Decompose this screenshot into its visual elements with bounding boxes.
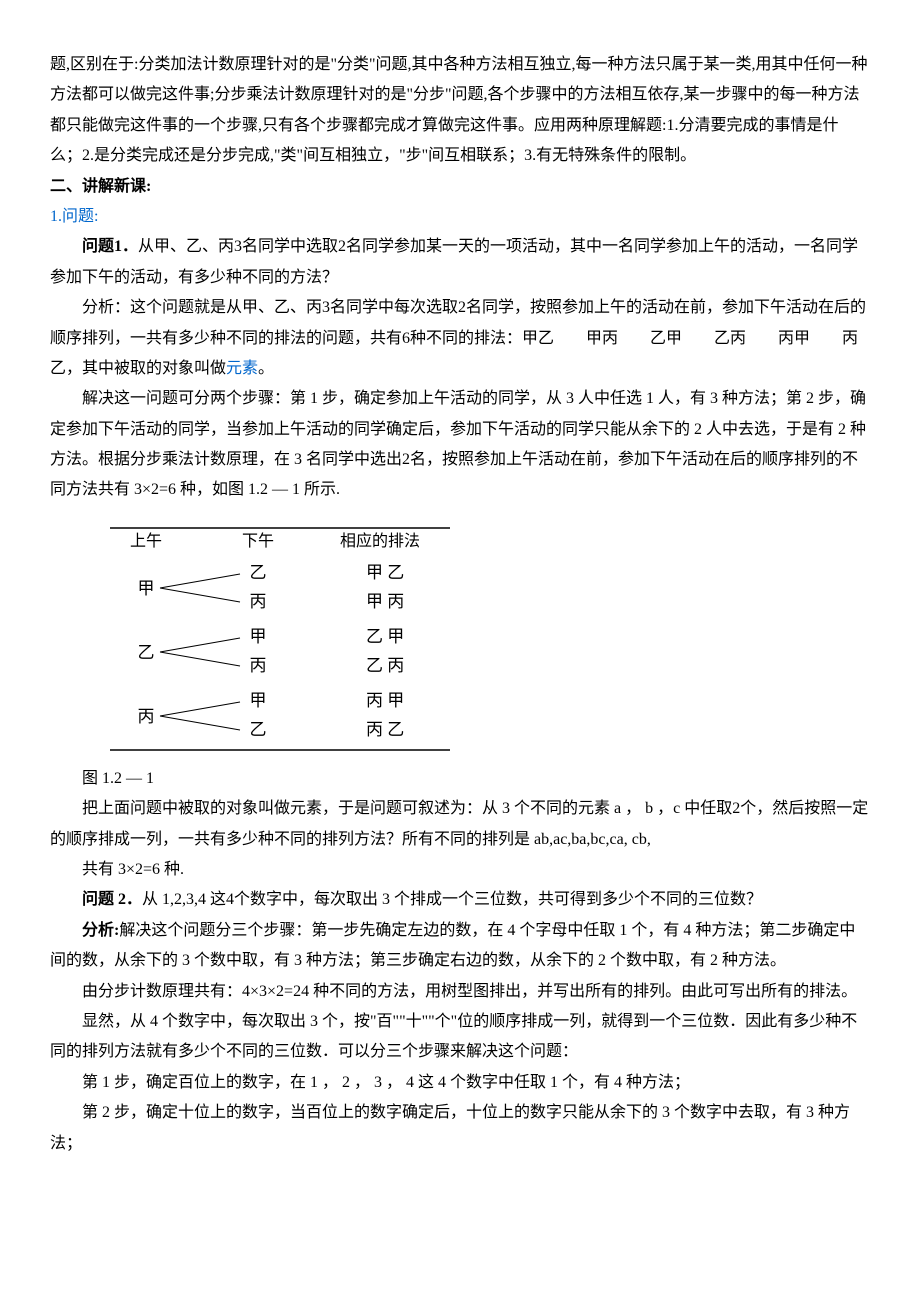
problem2-s1: 第 1 步，确定百位上的数字，在 1 ， 2 ， 3 ， 4 这 4 个数字中任… [50,1068,870,1098]
problem2-title: 问题 2． [82,891,142,908]
problem1-body: 从甲、乙、丙3名同学中选取2名同学参加某一天的一项活动，其中一名同学参加上午的活… [50,238,858,285]
problem2-step: 由分步计数原理共有：4×3×2=24 种不同的方法，用树型图排出，并写出所有的排… [50,977,870,1007]
problem1-solution: 解决这一问题可分两个步骤：第 1 步，确定参加上午活动的同学，从 3 人中任选 … [50,384,870,506]
problem1-title: 问题1． [82,238,138,255]
problem2-analysis-text: 解决这个问题分三个步骤：第一步先确定左边的数，在 4 个字母中任取 1 个，有 … [50,922,855,969]
heading-section-2: 二、讲解新课: [50,172,870,202]
g1-r1: 甲 乙 [366,563,404,582]
g3-b1: 甲 [250,691,267,710]
problem1: 问题1．从甲、乙、丙3名同学中选取2名同学参加某一天的一项活动，其中一名同学参加… [50,232,870,293]
g2-r1: 乙 甲 [366,627,404,646]
g1-root: 甲 [138,579,155,598]
tree-diagram-svg: 上午 下午 相应的排法 甲 乙 丙 甲 乙 甲 丙 乙 甲 丙 乙 甲 乙 丙 … [110,524,450,754]
problem1-summary1: 把上面问题中被取的对象叫做元素，于是问题可叙述为：从 3 个不同的元素 a ， … [50,794,870,855]
g3-r1: 丙 甲 [366,691,404,710]
problem2-analysis: 分析:解决这个问题分三个步骤：第一步先确定左边的数，在 4 个字母中任取 1 个… [50,916,870,977]
g3-b2: 乙 [250,720,267,739]
g2-b2: 丙 [250,656,267,675]
g1-b2: 丙 [250,592,267,611]
diagram-caption: 图 1.2 — 1 [50,764,870,794]
problem1-summary2: 共有 3×2=6 种. [50,855,870,885]
problem1-analysis-text: 分析：这个问题就是从甲、乙、丙3名同学中每次选取2名同学，按照参加上午的活动在前… [50,299,866,377]
paragraph-top: 题,区别在于:分类加法计数原理针对的是"分类"问题,其中各种方法相互独立,每一种… [50,50,870,172]
term-yuansu: 元素 [226,360,258,377]
hdr-am: 上午 [130,532,162,550]
page-body: 题,区别在于:分类加法计数原理针对的是"分类"问题,其中各种方法相互独立,每一种… [0,0,920,1219]
g3-r2: 丙 乙 [366,720,404,739]
g2-r2: 乙 丙 [366,656,404,675]
hdr-res: 相应的排法 [340,531,420,550]
problem2-body: 从 1,2,3,4 这4个数字中，每次取出 3 个排成一个三位数，共可得到多少个… [142,891,762,908]
hdr-pm: 下午 [242,532,274,550]
g3-root: 丙 [138,707,155,726]
g2-root: 乙 [138,643,155,662]
problem2: 问题 2．从 1,2,3,4 这4个数字中，每次取出 3 个排成一个三位数，共可… [50,885,870,915]
problem2-s2: 第 2 步，确定十位上的数字，当百位上的数字确定后，十位上的数字只能从余下的 3… [50,1098,870,1159]
problem2-clear: 显然，从 4 个数字中，每次取出 3 个，按"百""十""个"位的顺序排成一列，… [50,1007,870,1068]
period: 。 [258,360,274,377]
tree-diagram: 上午 下午 相应的排法 甲 乙 丙 甲 乙 甲 丙 乙 甲 丙 乙 甲 乙 丙 … [110,524,450,754]
problem1-analysis: 分析：这个问题就是从甲、乙、丙3名同学中每次选取2名同学，按照参加上午的活动在前… [50,293,870,384]
g2-b1: 甲 [250,627,267,646]
heading-problem: 1.问题: [50,202,870,232]
problem2-analysis-lead: 分析: [82,922,119,939]
g1-b1: 乙 [250,563,267,582]
g1-r2: 甲 丙 [366,592,404,611]
